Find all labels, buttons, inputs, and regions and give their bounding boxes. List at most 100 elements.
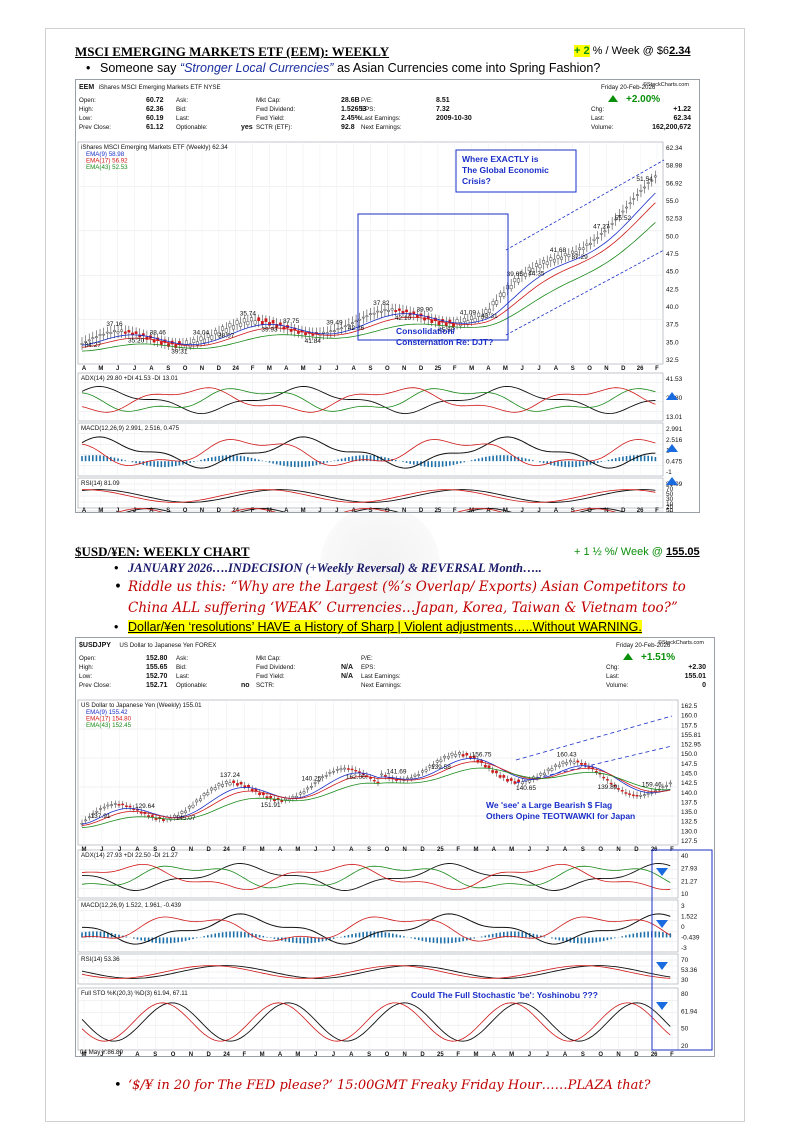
macd-histogram-bar xyxy=(304,461,307,467)
macd-histogram-bar xyxy=(373,455,375,462)
sto-axis-tick: 50 xyxy=(681,1026,689,1033)
month-tick: S xyxy=(153,847,157,853)
macd-histogram-bar xyxy=(474,459,476,462)
candle-body xyxy=(421,770,424,773)
candle-body xyxy=(576,760,580,763)
month-tick-bottom: N xyxy=(616,1052,620,1057)
candle-body xyxy=(635,794,639,797)
macd-histogram-bar xyxy=(443,937,446,944)
candle-body xyxy=(565,762,569,765)
macd-histogram-bar xyxy=(578,461,581,467)
price-point-label: 39.31 xyxy=(171,349,188,356)
month-tick: J xyxy=(118,847,121,853)
month-tick-bottom: A xyxy=(349,1052,354,1057)
month-tick-bottom: N xyxy=(402,508,406,513)
macd-histogram-bar xyxy=(488,456,491,462)
adx-line xyxy=(81,385,656,415)
candle-body xyxy=(87,816,91,819)
sto-label: Full STO %K(20,3) %D(3) 61.94, 67.11 xyxy=(81,990,188,997)
macd-histogram-bar xyxy=(297,461,300,468)
candle-body xyxy=(350,768,354,771)
flag-annotation: Others Opine TEOTWAWKI for Japan xyxy=(486,811,635,821)
macd-histogram-bar xyxy=(303,937,305,944)
macd-histogram-bar xyxy=(110,456,112,462)
price-point-label: 141.69 xyxy=(387,768,407,775)
macd-histogram-bar xyxy=(284,937,287,942)
candle-body xyxy=(617,215,621,217)
month-tick-bottom: 25 xyxy=(435,508,442,513)
candle-body xyxy=(199,336,203,341)
stat-cell: 152.80 xyxy=(146,655,168,662)
section1-price: 2.34 xyxy=(669,45,691,57)
blue-arrow-down-icon xyxy=(656,962,668,970)
candle-body xyxy=(198,798,202,802)
macd-histogram-bar xyxy=(218,455,220,462)
macd-histogram-bar xyxy=(506,931,509,938)
macd-histogram-bar xyxy=(436,937,438,944)
month-tick-bottom: J xyxy=(332,1052,335,1057)
price-point-label: 159.46 xyxy=(642,781,662,788)
crisis-annotation: Crisis? xyxy=(462,176,491,186)
trend-line-upper xyxy=(505,159,665,251)
macd-histogram-bar xyxy=(247,932,250,938)
month-tick: D xyxy=(634,847,639,853)
candle-body xyxy=(580,762,583,765)
month-tick-bottom: J xyxy=(116,508,119,513)
macd-histogram-bar xyxy=(553,461,556,466)
month-tick-bottom: O xyxy=(385,1052,390,1057)
stat-cell: 155.65 xyxy=(146,664,168,671)
candle-body xyxy=(192,339,196,344)
candle-body xyxy=(458,752,461,755)
macd-histogram-bar xyxy=(454,937,457,943)
macd-histogram-bar xyxy=(588,937,590,944)
candle-body xyxy=(513,781,517,784)
month-tick: F xyxy=(243,847,247,853)
month-tick: N xyxy=(402,366,406,372)
price-axis-tick: 147.5 xyxy=(681,761,698,768)
price-point-label: 34.27 xyxy=(85,342,102,349)
candle-body xyxy=(516,278,520,283)
macd-histogram-bar xyxy=(606,937,609,941)
price-axis-tick: 127.5 xyxy=(681,838,698,845)
candle-body xyxy=(653,175,657,178)
month-tick-bottom: S xyxy=(153,1052,157,1057)
candle-body xyxy=(261,792,265,796)
candle-body xyxy=(264,318,268,322)
candle-body xyxy=(581,247,585,250)
stat-cell: 2.45% xyxy=(341,115,362,122)
macd-histogram-bar xyxy=(164,461,166,468)
candle-body xyxy=(275,324,279,328)
candle-body xyxy=(195,799,199,803)
candle-body xyxy=(443,756,446,759)
macd-histogram-bar xyxy=(340,458,343,462)
candle-body xyxy=(488,308,491,313)
macd-histogram-bar xyxy=(546,461,549,465)
candle-body xyxy=(347,768,350,770)
candle-body xyxy=(298,792,302,795)
price-point-label: 162.00 xyxy=(346,774,366,781)
candle-body xyxy=(592,238,596,241)
stat-cell: Next Earnings: xyxy=(361,124,402,131)
price-point-label: 139.58 xyxy=(431,764,451,771)
macd-axis-tick: 2.991 xyxy=(666,426,683,433)
month-tick-bottom: D xyxy=(634,1052,639,1057)
month-tick: J xyxy=(314,847,317,853)
right-stat-label: Chg: xyxy=(591,106,604,113)
candle-body xyxy=(358,318,362,321)
candle-body xyxy=(609,782,613,785)
candle-body xyxy=(549,257,553,261)
month-tick: D xyxy=(217,366,222,372)
candle-body xyxy=(517,779,520,783)
candle-body xyxy=(628,202,632,205)
macd-histogram-bar xyxy=(214,456,217,462)
candle-body xyxy=(295,796,298,798)
candle-body xyxy=(257,317,261,322)
candle-body xyxy=(556,255,560,259)
candle-body xyxy=(428,765,432,768)
candle-body xyxy=(465,753,469,756)
month-tick-bottom: 24 xyxy=(223,1052,230,1057)
highlight-box xyxy=(651,849,713,1051)
candle-body xyxy=(476,759,480,763)
candle-body xyxy=(95,811,99,813)
macd-histogram-bar xyxy=(167,461,170,467)
